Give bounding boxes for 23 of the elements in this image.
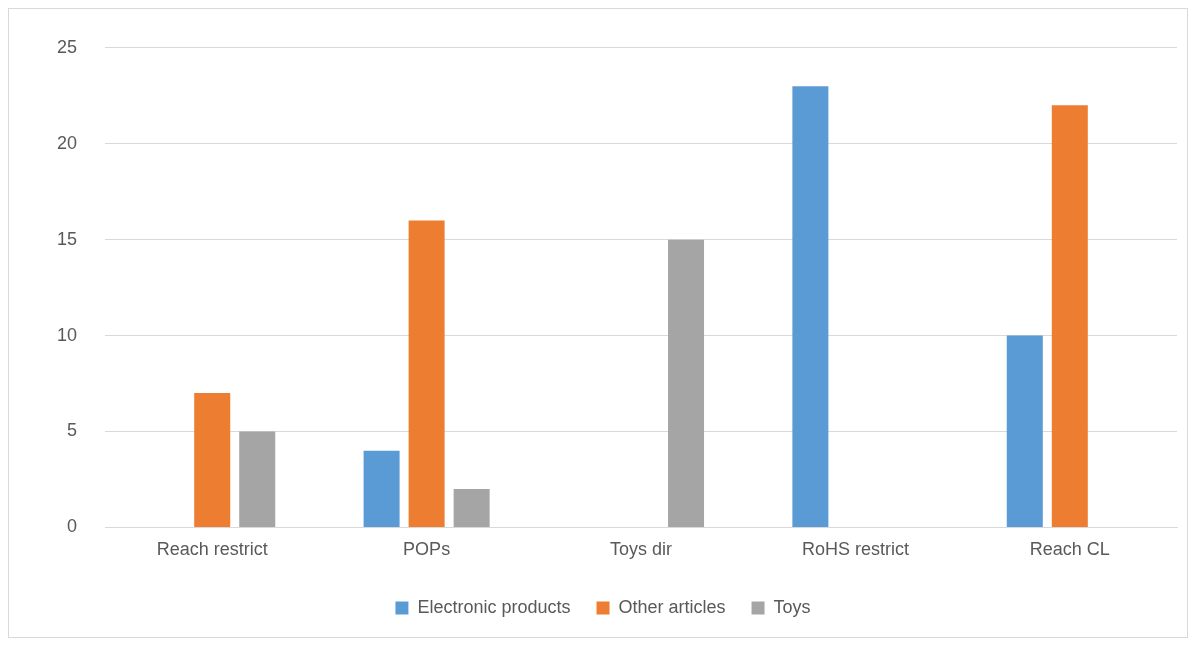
legend-label: Toys	[773, 596, 811, 617]
bar	[239, 431, 276, 527]
y-tick-label: 10	[56, 324, 78, 345]
x-tick-label: POPs	[403, 539, 451, 560]
bar	[363, 450, 400, 527]
bar	[453, 489, 490, 527]
x-tick-label: Reach restrict	[156, 539, 268, 560]
y-tick-label: 5	[67, 420, 78, 441]
bar	[1006, 335, 1043, 527]
x-tick-label: Toys dir	[610, 539, 673, 560]
bar	[1051, 105, 1088, 527]
y-tick-label: 0	[67, 516, 78, 537]
bar	[668, 239, 705, 527]
legend-label: Other articles	[618, 596, 726, 617]
y-tick-label: 25	[56, 36, 78, 57]
y-tick-label: 15	[56, 228, 78, 249]
legend-label: Electronic products	[417, 596, 571, 617]
x-tick-label: RoHS restrict	[801, 539, 909, 560]
bar	[792, 86, 829, 527]
bar	[194, 393, 231, 527]
y-tick-label: 20	[56, 132, 78, 153]
bar	[408, 220, 445, 527]
x-tick-label: Reach CL	[1029, 539, 1110, 560]
